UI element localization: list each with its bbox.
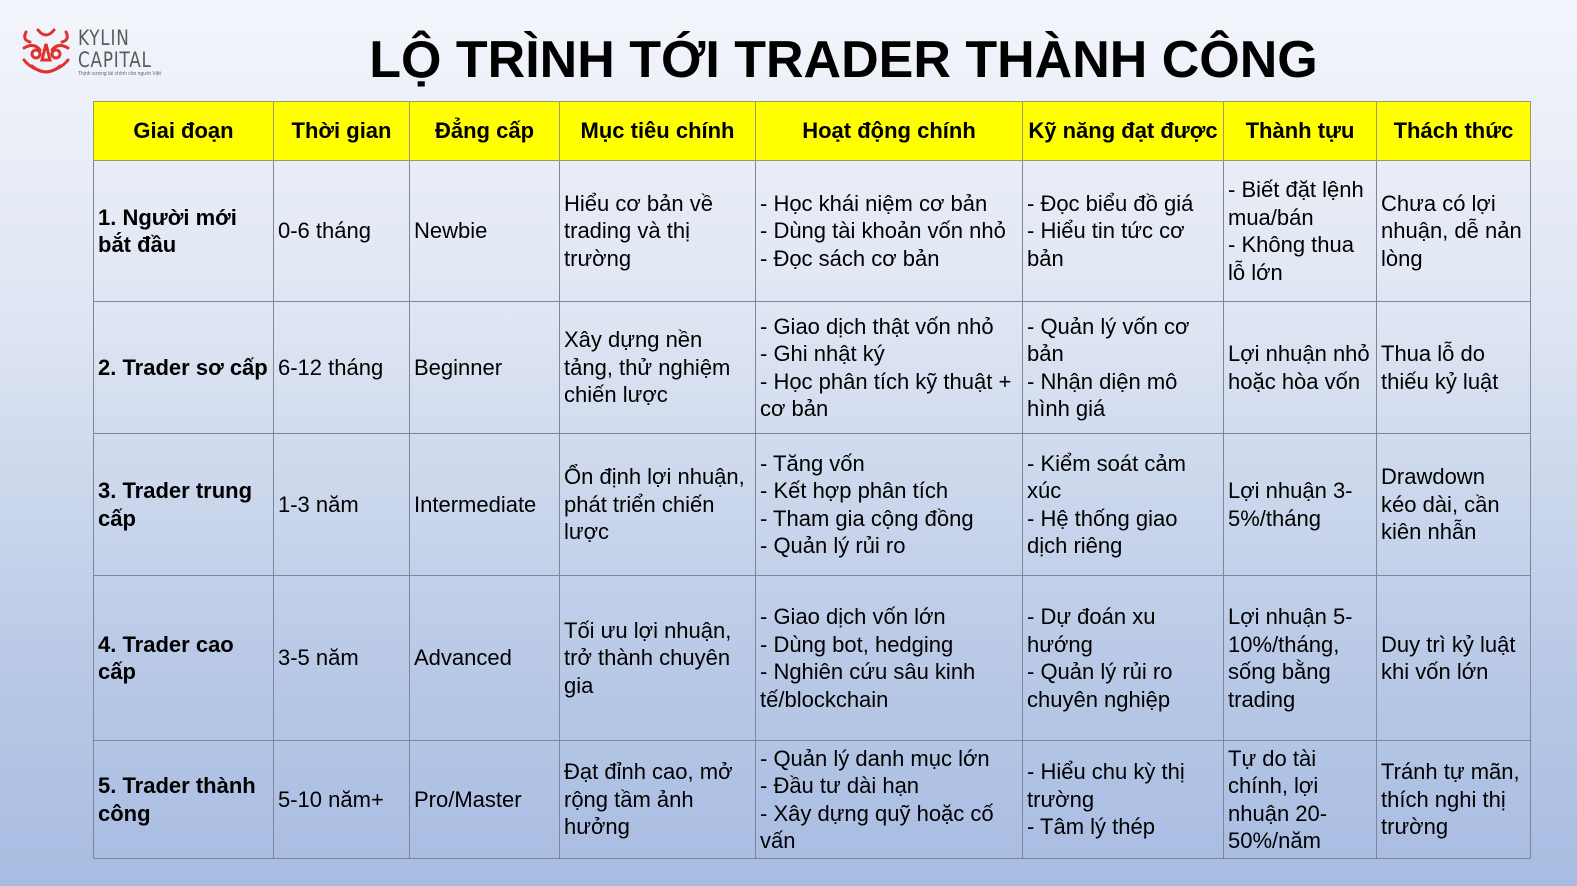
cell-main-activities: - Giao dịch vốn lớn - Dùng bot, hedging …	[755, 575, 1023, 741]
cell-achievements: Lợi nhuận 5-10%/tháng, sống bằng trading	[1223, 575, 1377, 741]
cell-main-goal: Xây dựng nền tảng, thử nghiệm chiến lược	[559, 301, 756, 434]
kylin-mask-icon	[22, 28, 70, 74]
cell-main-activities: - Quản lý danh mục lớn - Đầu tư dài hạn …	[755, 740, 1023, 859]
roadmap-table: Giai đoạn Thời gian Đẳng cấp Mục tiêu ch…	[93, 101, 1531, 859]
table-row: 1. Người mới bắt đầu 0-6 tháng Newbie Hiểu …	[93, 160, 1531, 302]
cell-achievements: - Biết đặt lệnh mua/bán - Không thua lỗ …	[1223, 160, 1377, 302]
cell-level: Advanced	[409, 575, 560, 741]
cell-level: Intermediate	[409, 433, 560, 576]
table-row: 2. Trader sơ cấp 6-12 tháng Beginner Xây dự…	[93, 301, 1531, 434]
cell-skills: - Dự đoán xu hướng - Quản lý rủi ro chuy…	[1022, 575, 1224, 741]
logo-name-line2: CAPITAL	[78, 48, 152, 72]
cell-challenges: Drawdown kéo dài, cần kiên nhẫn	[1376, 433, 1531, 576]
header-achievements: Thành tựu	[1223, 101, 1377, 161]
cell-level: Newbie	[409, 160, 560, 302]
cell-duration: 1-3 năm	[273, 433, 410, 576]
header-level: Đẳng cấp	[409, 101, 560, 161]
header-duration: Thời gian	[273, 101, 410, 161]
cell-main-goal: Tối ưu lợi nhuận, trở thành chuyên gia	[559, 575, 756, 741]
cell-level: Pro/Master	[409, 740, 560, 859]
kylin-capital-logo: KYLIN CAPITAL Thịnh vượng tài chính cho …	[18, 26, 170, 78]
cell-skills: - Quản lý vốn cơ bản - Nhận diện mô hình…	[1022, 301, 1224, 434]
cell-stage: 5. Trader thành công	[93, 740, 274, 859]
cell-level: Beginner	[409, 301, 560, 434]
header-skills: Kỹ năng đạt được	[1022, 101, 1224, 161]
cell-skills: - Đọc biểu đồ giá - Hiểu tin tức cơ bản	[1022, 160, 1224, 302]
cell-main-activities: - Tăng vốn - Kết hợp phân tích - Tham gi…	[755, 433, 1023, 576]
cell-skills: - Hiểu chu kỳ thị trường - Tâm lý thép	[1022, 740, 1224, 859]
table-row: 3. Trader trung cấp 1-3 năm Intermediate Ổn…	[93, 433, 1531, 576]
cell-stage: 4. Trader cao cấp	[93, 575, 274, 741]
page-title: LỘ TRÌNH TỚI TRADER THÀNH CÔNG	[369, 31, 1318, 89]
cell-main-goal: Đạt đỉnh cao, mở rộng tầm ảnh hưởng	[559, 740, 756, 859]
cell-challenges: Thua lỗ do thiếu kỷ luật	[1376, 301, 1531, 434]
cell-challenges: Chưa có lợi nhuận, dễ nản lòng	[1376, 160, 1531, 302]
header-stage: Giai đoạn	[93, 101, 274, 161]
cell-achievements: Lợi nhuận 3-5%/tháng	[1223, 433, 1377, 576]
cell-challenges: Duy trì kỷ luật khi vốn lớn	[1376, 575, 1531, 741]
table-row: 5. Trader thành công 5-10 năm+ Pro/Master Đ…	[93, 740, 1531, 859]
header-challenges: Thách thức	[1376, 101, 1531, 161]
cell-duration: 3-5 năm	[273, 575, 410, 741]
cell-main-goal: Hiểu cơ bản về trading và thị trường	[559, 160, 756, 302]
header-main-goal: Mục tiêu chính	[559, 101, 756, 161]
header-row: Giai đoạn Thời gian Đẳng cấp Mục tiêu ch…	[93, 101, 1531, 161]
logo-tagline: Thịnh vượng tài chính cho người Việt	[78, 71, 161, 77]
logo-name-line1: KYLIN	[78, 26, 130, 50]
cell-stage: 1. Người mới bắt đầu	[93, 160, 274, 302]
cell-stage: 2. Trader sơ cấp	[93, 301, 274, 434]
cell-achievements: Lợi nhuận nhỏ hoặc hòa vốn	[1223, 301, 1377, 434]
cell-main-activities: - Giao dịch thật vốn nhỏ - Ghi nhật ký -…	[755, 301, 1023, 434]
cell-achievements: Tự do tài chính, lợi nhuận 20-50%/năm	[1223, 740, 1377, 859]
header-main-activities: Hoạt động chính	[755, 101, 1023, 161]
cell-main-activities: - Học khái niệm cơ bản - Dùng tài khoản …	[755, 160, 1023, 302]
table-row: 4. Trader cao cấp 3-5 năm Advanced Tối ưu l…	[93, 575, 1531, 741]
cell-duration: 5-10 năm+	[273, 740, 410, 859]
cell-challenges: Tránh tự mãn, thích nghi thị trường	[1376, 740, 1531, 859]
cell-main-goal: Ổn định lợi nhuận, phát triển chiến lược	[559, 433, 756, 576]
cell-stage: 3. Trader trung cấp	[93, 433, 274, 576]
cell-skills: - Kiểm soát cảm xúc - Hệ thống giao dịch…	[1022, 433, 1224, 576]
cell-duration: 6-12 tháng	[273, 301, 410, 434]
cell-duration: 0-6 tháng	[273, 160, 410, 302]
